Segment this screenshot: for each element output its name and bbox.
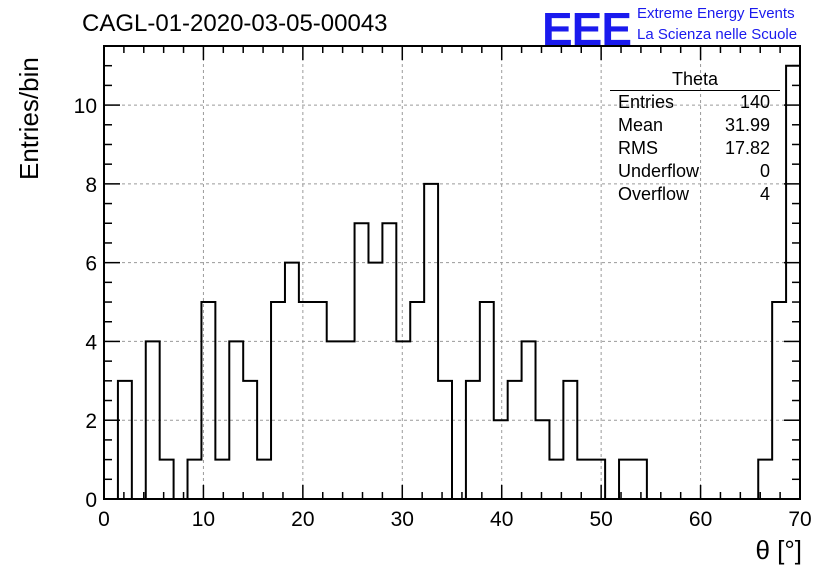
stats-title: Theta	[610, 70, 780, 91]
y-tick-label: 10	[74, 95, 97, 118]
stats-label: Entries	[618, 92, 675, 112]
stats-box: Theta Entries 140 Mean 31.99 RMS 17.82 U…	[610, 70, 780, 206]
x-tick-label: 10	[192, 508, 215, 531]
stats-label: Underflow	[618, 161, 700, 181]
x-tick-label: 50	[589, 508, 612, 531]
stats-label: RMS	[618, 138, 658, 158]
x-axis-label: θ [°]	[755, 535, 802, 565]
x-tick-label: 60	[689, 508, 712, 531]
plot-frame	[103, 45, 801, 500]
y-tick-label: 2	[85, 410, 97, 433]
y-tick-label: 8	[85, 174, 97, 197]
stats-value: 31.99	[724, 115, 770, 135]
x-tick-label: 30	[391, 508, 414, 531]
x-tick-label: 40	[490, 508, 513, 531]
x-tick-label: 0	[98, 508, 110, 531]
stats-row-entries: Entries 140	[610, 91, 780, 114]
stats-value: 17.82	[724, 138, 770, 158]
stats-row-rms: RMS 17.82	[610, 137, 780, 160]
x-tick-label: 70	[788, 508, 811, 531]
y-tick-label: 6	[85, 253, 97, 276]
stats-value: 140	[739, 92, 770, 112]
stats-value: 4	[759, 184, 770, 204]
logo-text-line1: Extreme Energy Events	[637, 5, 795, 22]
y-tick-label: 4	[85, 331, 97, 354]
stats-row-underflow: Underflow 0	[610, 160, 780, 183]
stats-value: 0	[759, 161, 770, 181]
stats-label: Overflow	[618, 184, 690, 204]
chart-title: CAGL-01-2020-03-05-00043	[82, 10, 388, 37]
x-tick-label: 20	[291, 508, 314, 531]
stats-label: Mean	[618, 115, 664, 135]
y-tick-label: 0	[85, 489, 97, 512]
stats-row-mean: Mean 31.99	[610, 114, 780, 137]
stats-row-overflow: Overflow 4	[610, 183, 780, 206]
logo-text-line2: La Scienza nelle Scuole	[637, 26, 798, 43]
